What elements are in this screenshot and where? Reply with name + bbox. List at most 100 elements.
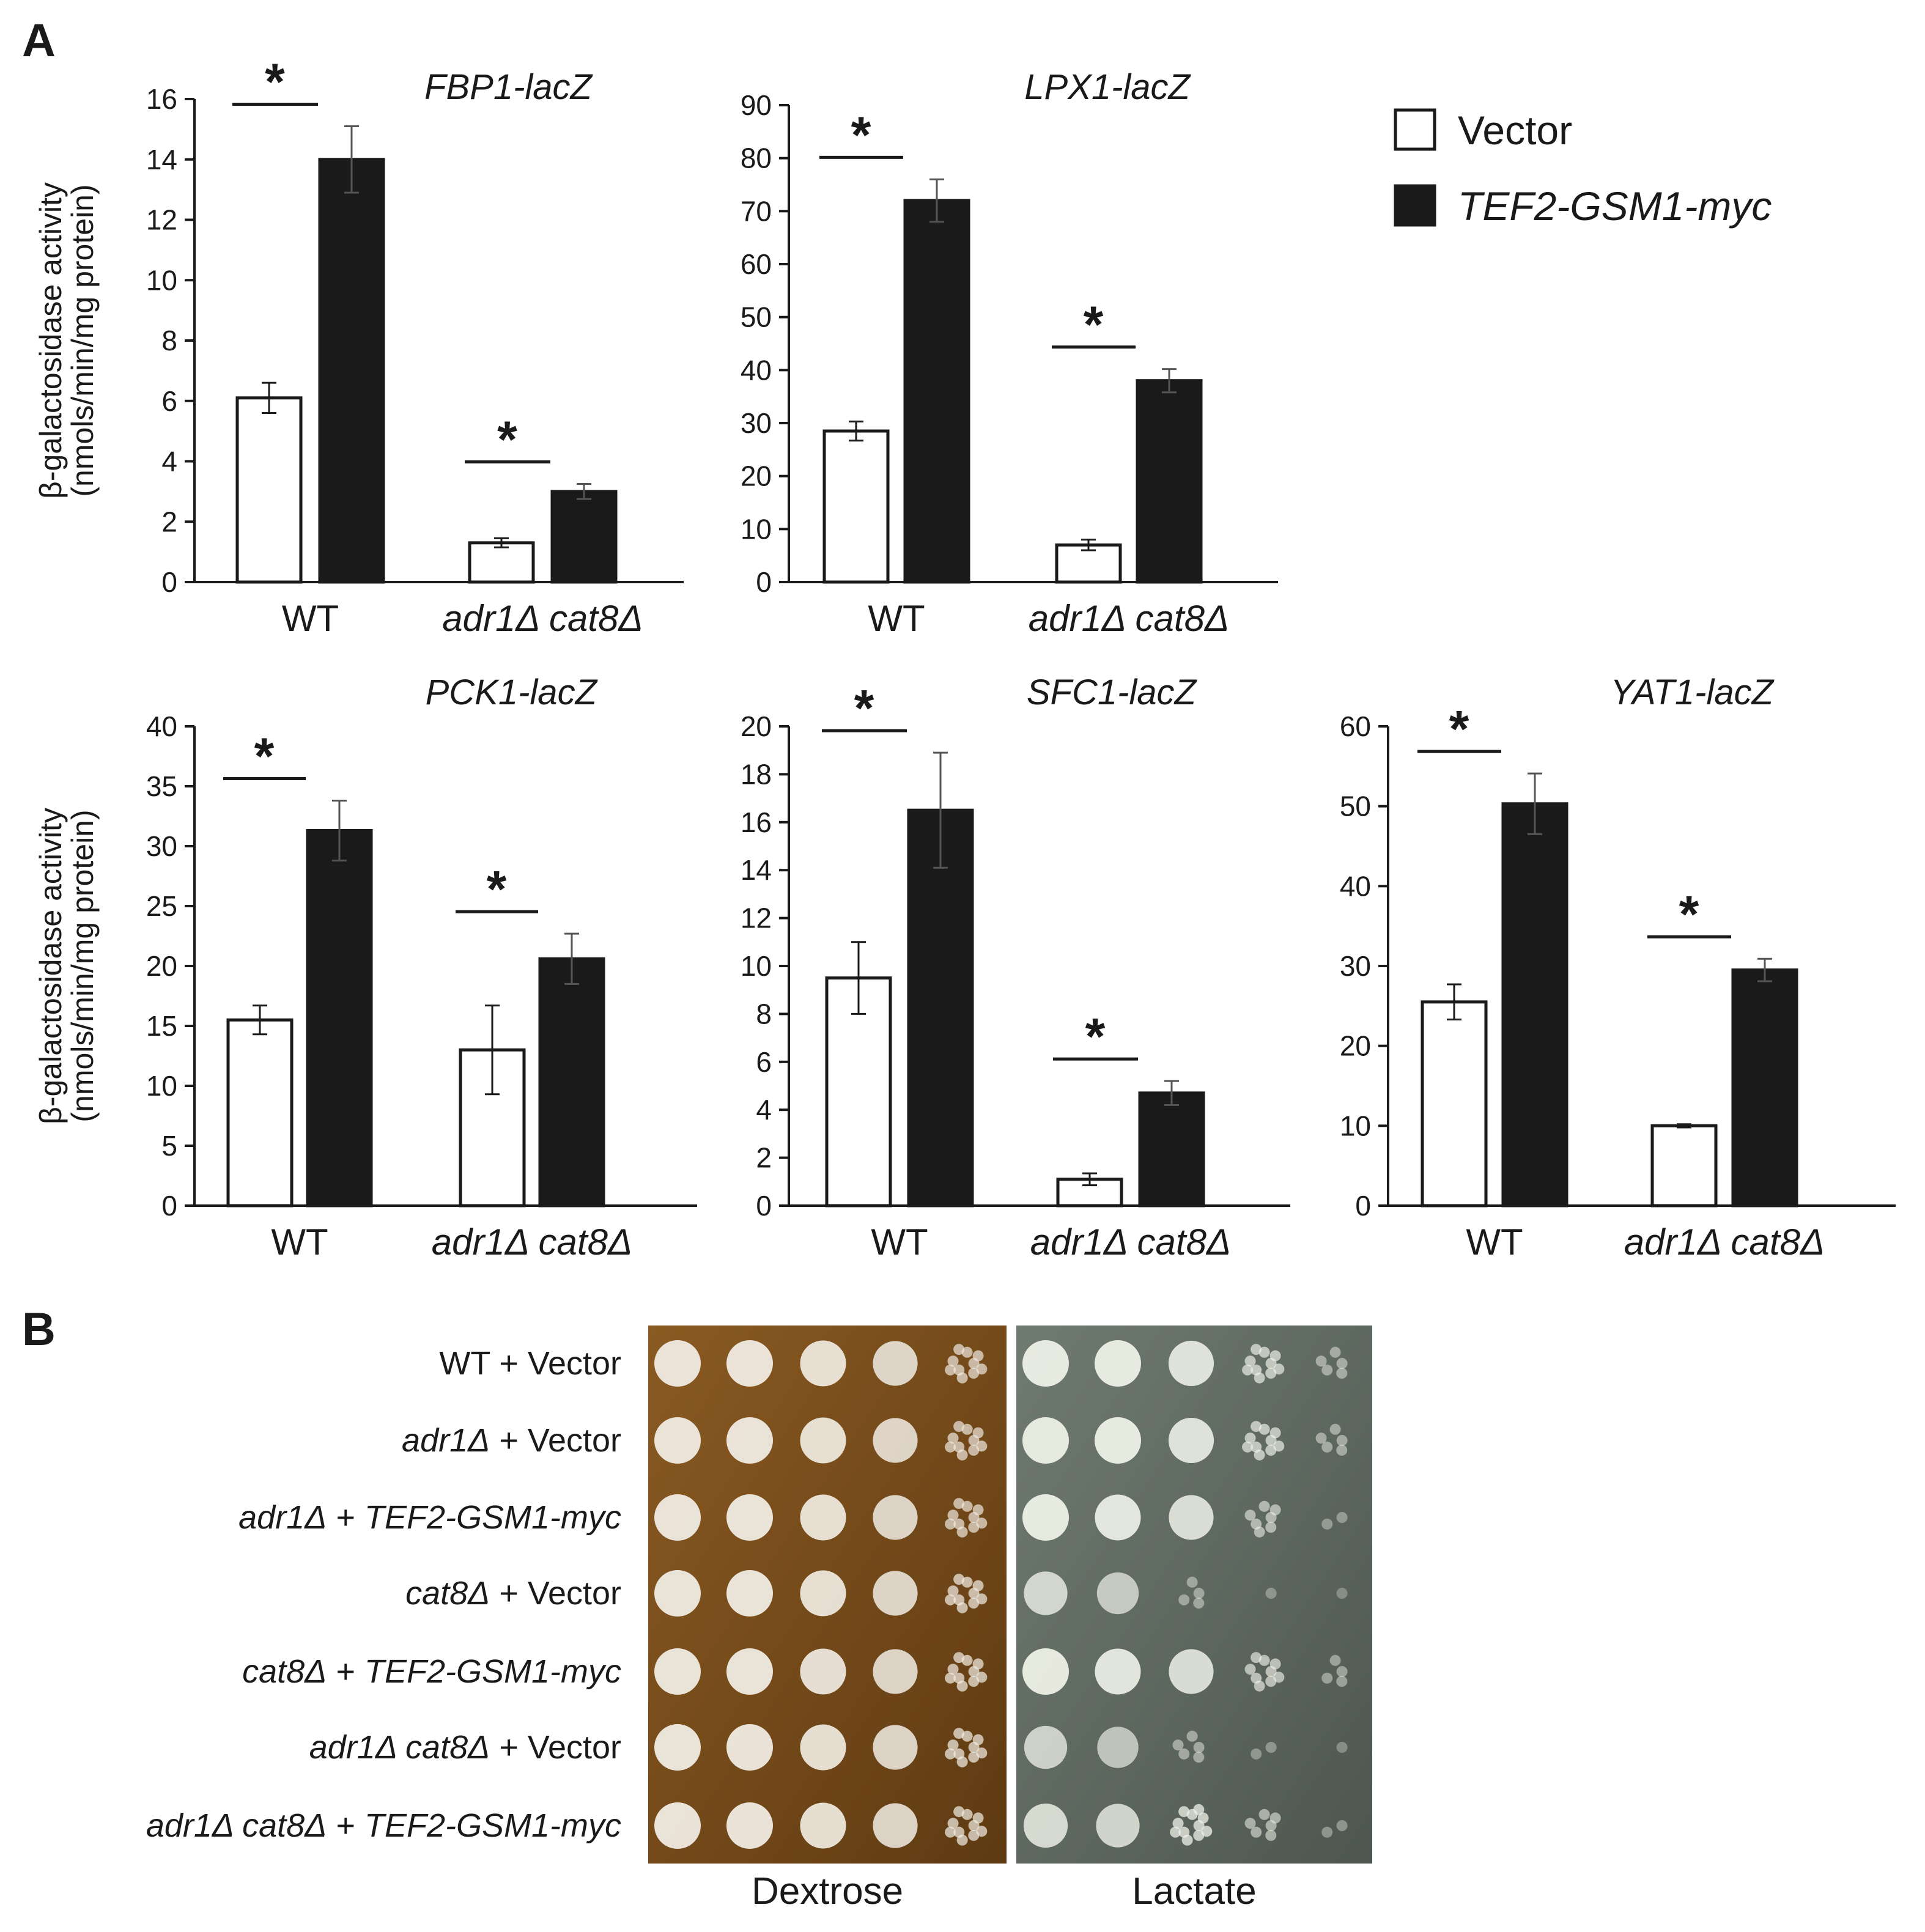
colony-dot — [1244, 1818, 1256, 1829]
colony-dot — [947, 1510, 959, 1521]
colony-dot — [953, 1806, 965, 1818]
colony-dot — [1181, 1834, 1193, 1846]
colony-dot — [1193, 1742, 1205, 1753]
y-tick-label: 6 — [756, 1046, 772, 1078]
significance-star: * — [1449, 700, 1469, 758]
y-tick-label: 40 — [1340, 870, 1371, 902]
colony-dot — [956, 1680, 968, 1692]
y-tick-label: 20 — [1340, 1030, 1371, 1062]
y-tick-label: 4 — [756, 1094, 772, 1126]
y-tick-label: 4 — [161, 446, 177, 477]
chart-sfc1: SFC1-lacZ 0 2 4 6 8 10 12 14 16 18 20 * WT * adr1Δ cat8… — [741, 673, 1290, 1263]
bar-gsm1 — [538, 957, 605, 1208]
y-tick-label: 25 — [146, 890, 177, 922]
colony-dot — [1193, 1804, 1205, 1815]
chart-title: YAT1-lacZ — [1611, 673, 1775, 712]
y-tick-label: 80 — [741, 142, 772, 174]
strain-label-part: + — [327, 1653, 364, 1690]
y-axis-label: (nmols/min/mg protein) — [65, 809, 100, 1122]
colony-dot — [1244, 1432, 1256, 1444]
colony-dot — [972, 1427, 984, 1439]
colony-dot — [972, 1658, 984, 1670]
strain-label-part: + — [327, 1807, 364, 1844]
y-tick-label: 18 — [741, 758, 772, 790]
colony-spot — [800, 1340, 846, 1387]
y-tick-label: 0 — [161, 566, 177, 598]
colony-dot — [947, 1664, 959, 1675]
colony-dot — [1329, 1423, 1341, 1435]
bar-gsm1 — [1501, 802, 1568, 1208]
colony-dot — [953, 1498, 965, 1510]
chart-fbp1: FBP1-lacZ 0 2 4 6 8 10 12 14 16 β-galactosidase ac… — [34, 53, 684, 639]
colony-dot — [945, 1748, 956, 1760]
significance-star: * — [851, 106, 871, 163]
colony-dot — [1269, 1504, 1281, 1516]
bar-gsm1 — [550, 490, 618, 584]
colony-dot — [1273, 1672, 1285, 1683]
strain-label: adr1Δ + TEF2-GSM1-myc — [238, 1499, 621, 1536]
colony-dot — [953, 1421, 965, 1432]
colony-dot — [953, 1652, 965, 1664]
y-tick-label: 16 — [146, 83, 177, 115]
colony-dot — [976, 1363, 988, 1375]
colony-dot — [953, 1574, 965, 1585]
significance-star: * — [1679, 885, 1699, 943]
strain-label-part: + — [327, 1499, 364, 1536]
strain-label: cat8Δ + Vector — [405, 1575, 621, 1612]
y-tick-label: 8 — [756, 998, 772, 1030]
bar-gsm1 — [903, 199, 970, 584]
y-tick-label: 50 — [1340, 791, 1371, 822]
strain-label-part: cat8Δ — [405, 1575, 490, 1612]
colony-dot — [1242, 1364, 1254, 1376]
colony-spot — [654, 1340, 701, 1387]
colony-spot — [1022, 1340, 1069, 1387]
chart-pck1: PCK1-lacZ 0 5 10 15 20 25 30 35 40 β-galactosidase… — [34, 673, 697, 1263]
legend-swatch — [1394, 184, 1436, 227]
y-tick-label: 40 — [146, 710, 177, 742]
colony-spot — [726, 1648, 773, 1695]
colony-dot — [1254, 1680, 1265, 1692]
colony-dot — [1273, 1363, 1285, 1375]
colony-dot — [1258, 1808, 1270, 1820]
y-tick-label: 60 — [1340, 710, 1371, 742]
chart-title: PCK1-lacZ — [426, 673, 599, 712]
colony-dot — [976, 1672, 988, 1683]
colony-dot — [956, 1372, 968, 1384]
y-tick-label: 70 — [741, 195, 772, 227]
colony-spot — [1023, 1803, 1068, 1848]
colony-dot — [1251, 1652, 1262, 1664]
colony-dot — [1193, 1597, 1205, 1609]
colony-dot — [1193, 1751, 1205, 1763]
colony-dot — [947, 1739, 959, 1751]
colony-spot — [726, 1724, 773, 1771]
y-tick-label: 6 — [161, 385, 177, 417]
colony-dot — [1265, 1829, 1277, 1841]
colony-dot — [1273, 1440, 1285, 1452]
significance-star: * — [497, 411, 517, 468]
colony-spot — [873, 1495, 918, 1540]
legend-label: Vector — [1458, 108, 1572, 153]
y-tick-label: 20 — [741, 460, 772, 492]
colony-dot — [1321, 1518, 1333, 1530]
y-tick-label: 2 — [756, 1142, 772, 1174]
colony-spot — [654, 1724, 701, 1771]
colony-dot — [1265, 1588, 1277, 1599]
colony-dot — [947, 1355, 959, 1367]
colony-spot — [726, 1340, 773, 1387]
colony-dot — [1336, 1588, 1348, 1599]
bar-gsm1 — [1731, 968, 1798, 1208]
colony-dot — [1193, 1588, 1205, 1599]
colony-dot — [1269, 1812, 1281, 1824]
legend-swatch — [1394, 108, 1436, 151]
colony-dot — [945, 1364, 956, 1376]
chart-lpx1: LPX1-lacZ 0 10 20 30 40 50 60 70 80 90 * WT * adr1Δ ca… — [741, 67, 1278, 639]
colony-dot — [1186, 1576, 1198, 1588]
colony-spot — [654, 1570, 701, 1617]
colony-spot — [800, 1494, 846, 1541]
colony-spot — [654, 1802, 701, 1849]
colony-dot — [1321, 1441, 1333, 1453]
colony-spot — [654, 1494, 701, 1541]
x-category-label: WT — [871, 1222, 928, 1263]
